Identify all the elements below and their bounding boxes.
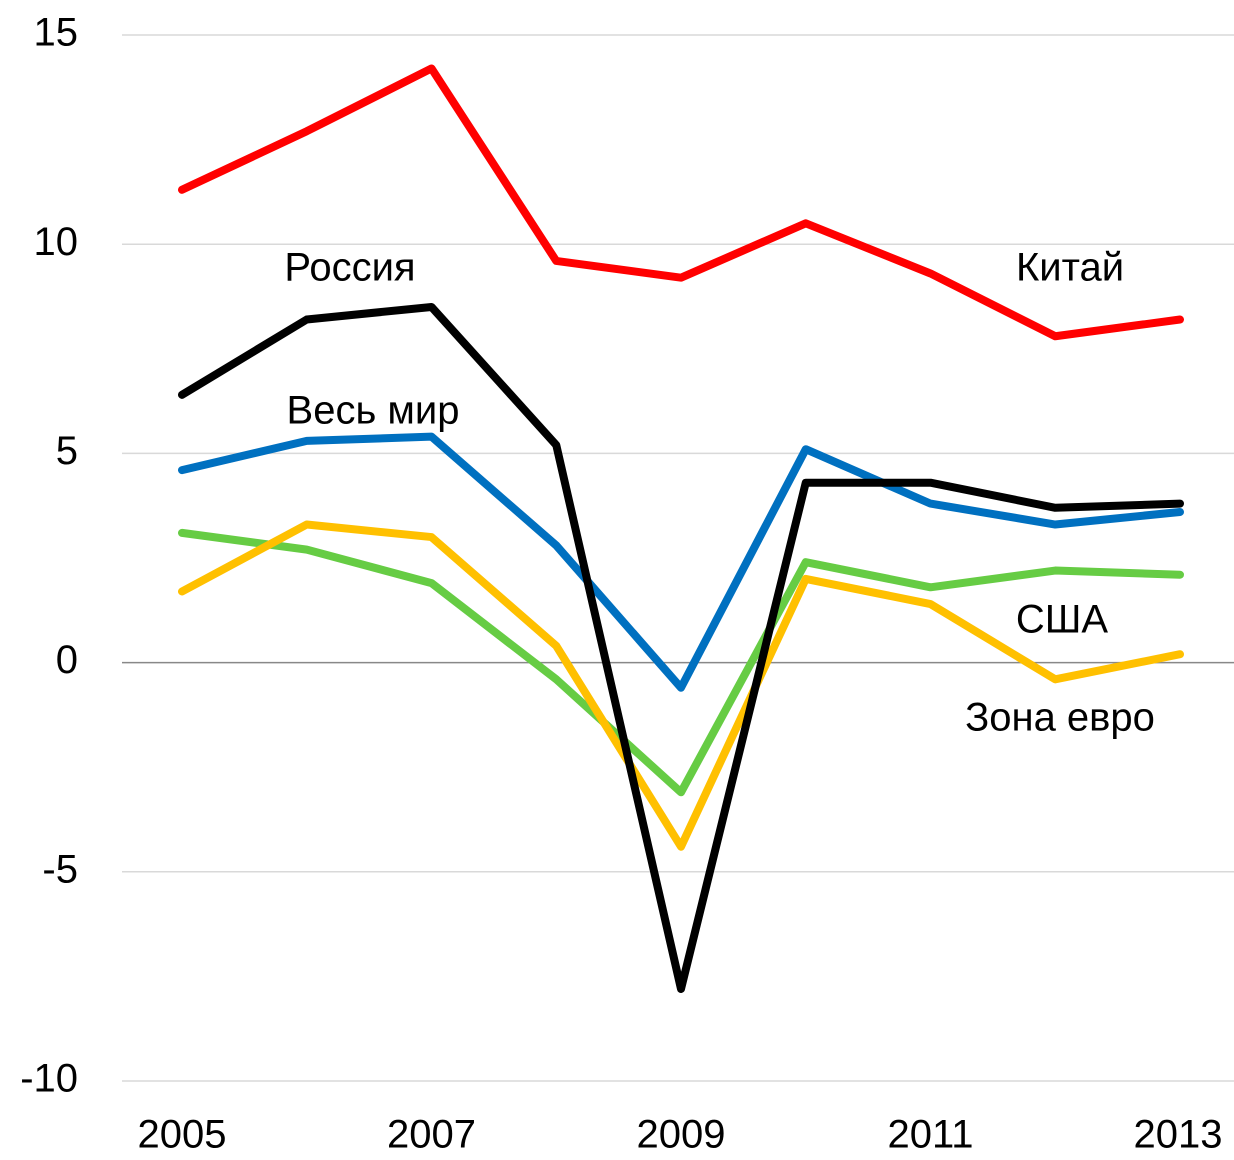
y-tick-label: -5 (42, 847, 78, 891)
y-tick-label: 10 (34, 220, 79, 264)
series-line (178, 302, 1184, 993)
series-line (178, 432, 1184, 692)
x-tick-label: 2005 (138, 1113, 227, 1157)
series-label: Китай (1016, 246, 1124, 290)
series-label: Зона евро (965, 696, 1155, 740)
series-label: Весь мир (287, 389, 460, 433)
x-tick-label: 2013 (1134, 1113, 1223, 1157)
series-label: Россия (284, 246, 415, 290)
y-tick-label: 0 (56, 638, 78, 682)
y-tick-label: 15 (34, 11, 79, 55)
y-tick-label: 5 (56, 429, 78, 473)
series-line (178, 520, 1184, 851)
y-tick-label: -10 (20, 1057, 78, 1101)
x-tick-label: 2011 (887, 1113, 973, 1157)
x-tick-label: 2009 (637, 1113, 726, 1157)
x-tick-label: 2007 (387, 1113, 476, 1157)
series-label: США (1016, 598, 1109, 642)
series-line (178, 528, 1184, 797)
series-line (178, 64, 1184, 341)
